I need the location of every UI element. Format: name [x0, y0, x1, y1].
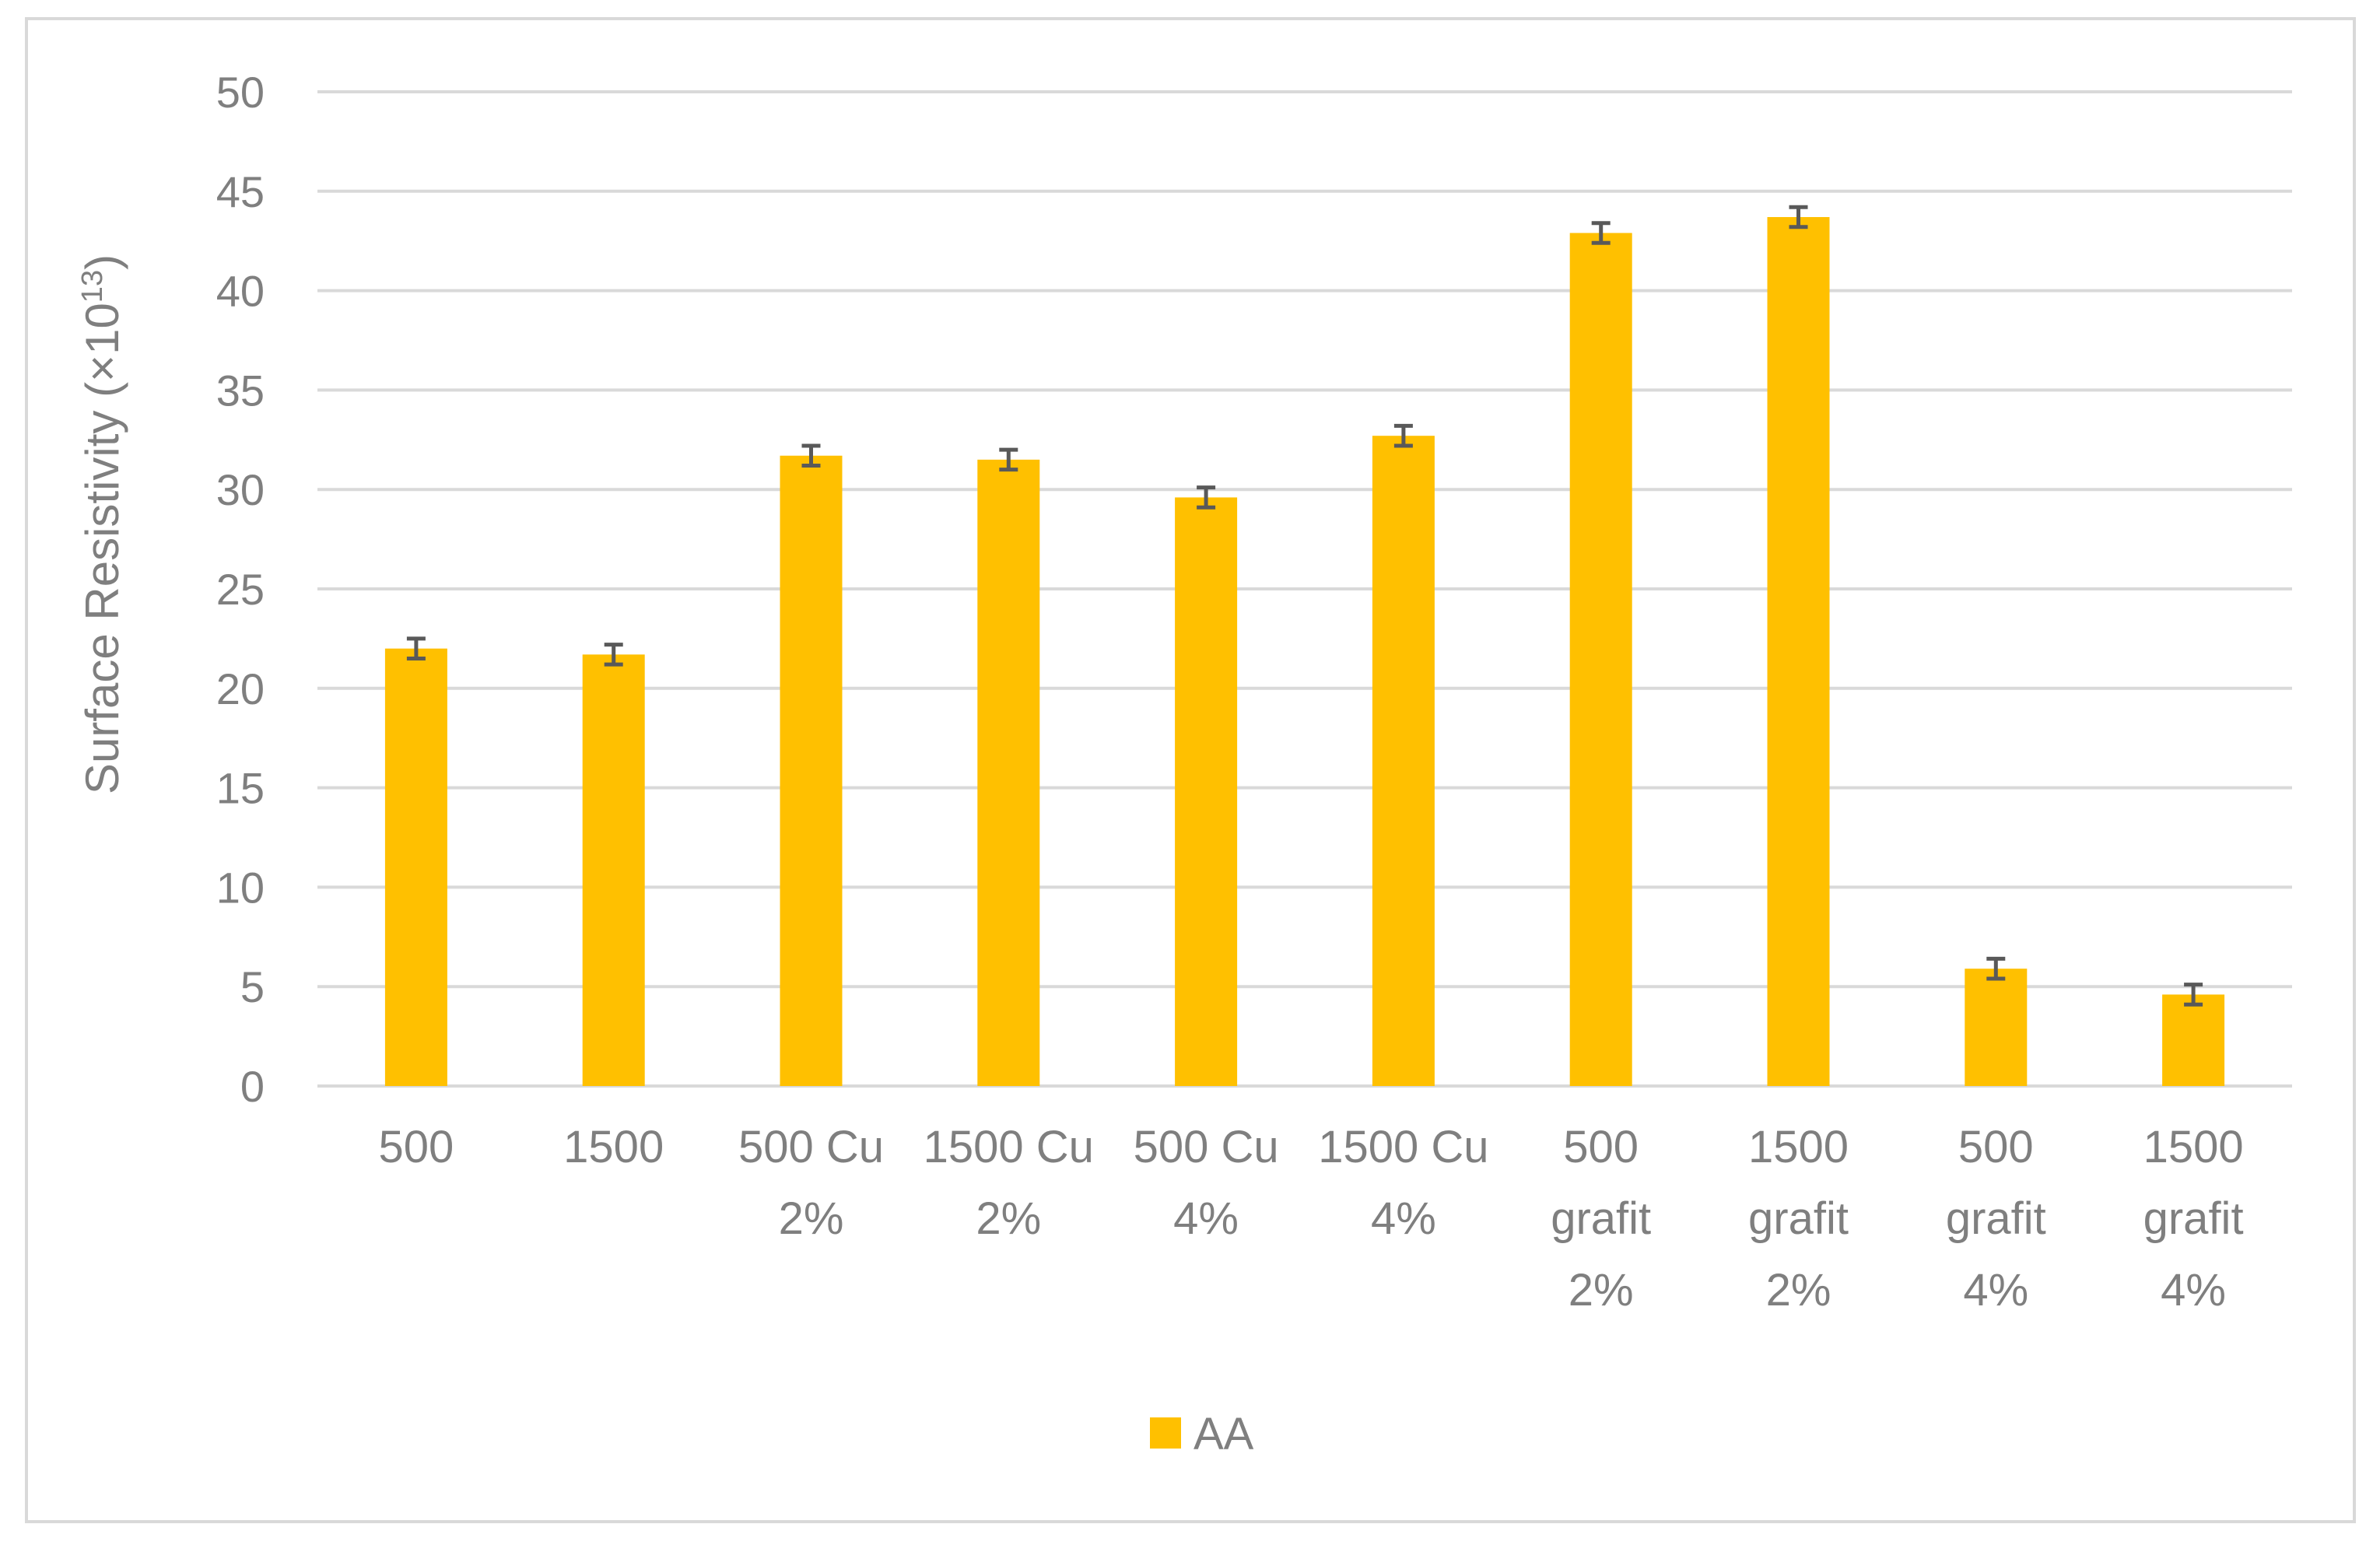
x-tick-label-line: 4%	[1173, 1193, 1239, 1244]
bar-2	[780, 455, 843, 1086]
y-tick-label-40: 40	[216, 267, 265, 316]
x-tick-label-9: 1500 grafit 4%	[2143, 1122, 2244, 1316]
y-tick-label-35: 35	[216, 366, 265, 415]
x-tick-label-line: 4%	[1371, 1193, 1436, 1244]
x-tick-label-3: 1500 Cu 2%	[924, 1122, 1094, 1244]
bar-4	[1175, 497, 1238, 1086]
x-tick-label-4: 500 Cu 4%	[1134, 1122, 1279, 1244]
error-bar-2	[801, 443, 821, 468]
y-tick-label-5: 5	[240, 962, 265, 1011]
y-axis-title: Surface Resistivity (×1013)	[76, 254, 128, 794]
error-bars	[406, 205, 2203, 1007]
x-tick-label-line: 1500 Cu	[924, 1122, 1094, 1172]
x-tick-label-2: 500 Cu 2%	[738, 1122, 884, 1244]
x-tick-label-line: grafit	[1748, 1193, 1849, 1244]
y-axis-title-superscript: 13	[76, 270, 109, 303]
x-tick-label-line: 2%	[1569, 1265, 1634, 1316]
x-tick-label-line: grafit	[1946, 1193, 2046, 1244]
legend-swatch-aa	[1150, 1417, 1181, 1449]
y-tick-label-0: 0	[240, 1062, 265, 1111]
bar-7	[1767, 217, 1830, 1086]
bar-0	[384, 648, 447, 1086]
x-tick-label-line: 2%	[1766, 1265, 1831, 1316]
error-bar-9	[2184, 983, 2203, 1007]
x-tick-label-7: 1500 grafit 2%	[1748, 1122, 1849, 1316]
error-bar-4	[1197, 485, 1216, 510]
bar-6	[1569, 233, 1632, 1086]
x-tick-label-line: grafit	[2143, 1193, 2244, 1244]
legend: AA	[1150, 1409, 1254, 1459]
error-bar-1	[604, 643, 623, 667]
bars	[384, 217, 2225, 1086]
x-tick-label-line: 500	[379, 1122, 454, 1172]
x-tick-label-line: 500	[1563, 1122, 1639, 1172]
bar-9	[2162, 994, 2225, 1086]
bar-5	[1372, 436, 1435, 1086]
y-tick-label-20: 20	[216, 664, 265, 713]
bar-8	[1965, 969, 2028, 1086]
gridlines	[317, 90, 2292, 1088]
x-tick-label-line: 2%	[779, 1193, 844, 1244]
x-tick-label-line: 2%	[976, 1193, 1041, 1244]
x-tick-label-line: 4%	[2161, 1265, 2226, 1316]
x-tick-label-0: 500	[379, 1122, 454, 1172]
x-tick-label-line: 4%	[1963, 1265, 2028, 1316]
chart-frame: 0 5 10 15 20 25 30 35 40 45 50 500 1500 500 Cu 2% 1500…	[25, 17, 2356, 1523]
y-tick-label-50: 50	[216, 68, 265, 117]
legend-label-aa: AA	[1194, 1409, 1254, 1459]
x-tick-label-6: 500 grafit 2%	[1551, 1122, 1651, 1316]
x-tick-label-line: 500 Cu	[738, 1122, 884, 1172]
error-bar-6	[1591, 221, 1611, 245]
x-tick-label-line: 1500	[1748, 1122, 1849, 1172]
y-tick-label-10: 10	[216, 863, 265, 912]
y-tick-label-15: 15	[216, 764, 265, 813]
y-tick-label-45: 45	[216, 167, 265, 216]
x-tick-label-5: 1500 Cu 4%	[1318, 1122, 1488, 1244]
y-axis-ticks: 0 5 10 15 20 25 30 35 40 45 50	[216, 68, 265, 1111]
x-axis-labels: 500 1500 500 Cu 2% 1500 Cu 2% 500 Cu 4% 1500 Cu 4…	[379, 1122, 2244, 1316]
x-tick-label-line: 1500	[563, 1122, 664, 1172]
x-tick-label-8: 500 grafit 4%	[1946, 1122, 2046, 1316]
y-tick-label-25: 25	[216, 565, 265, 614]
y-axis-title-close: )	[76, 254, 128, 270]
x-tick-label-line: 500 Cu	[1134, 1122, 1279, 1172]
y-axis-title-main: Surface Resistivity (×10	[76, 303, 128, 794]
error-bar-7	[1789, 205, 1808, 229]
error-bar-0	[406, 636, 426, 660]
error-bar-5	[1393, 423, 1413, 448]
x-tick-label-line: 1500	[2143, 1122, 2244, 1172]
x-tick-label-line: grafit	[1551, 1193, 1651, 1244]
bar-3	[977, 459, 1040, 1086]
x-tick-label-1: 1500	[563, 1122, 664, 1172]
y-tick-label-30: 30	[216, 465, 265, 514]
error-bar-3	[999, 447, 1018, 472]
x-tick-label-line: 500	[1958, 1122, 2034, 1172]
x-tick-label-line: 1500 Cu	[1318, 1122, 1488, 1172]
bar-1	[582, 654, 645, 1086]
error-bar-8	[1986, 956, 2006, 981]
